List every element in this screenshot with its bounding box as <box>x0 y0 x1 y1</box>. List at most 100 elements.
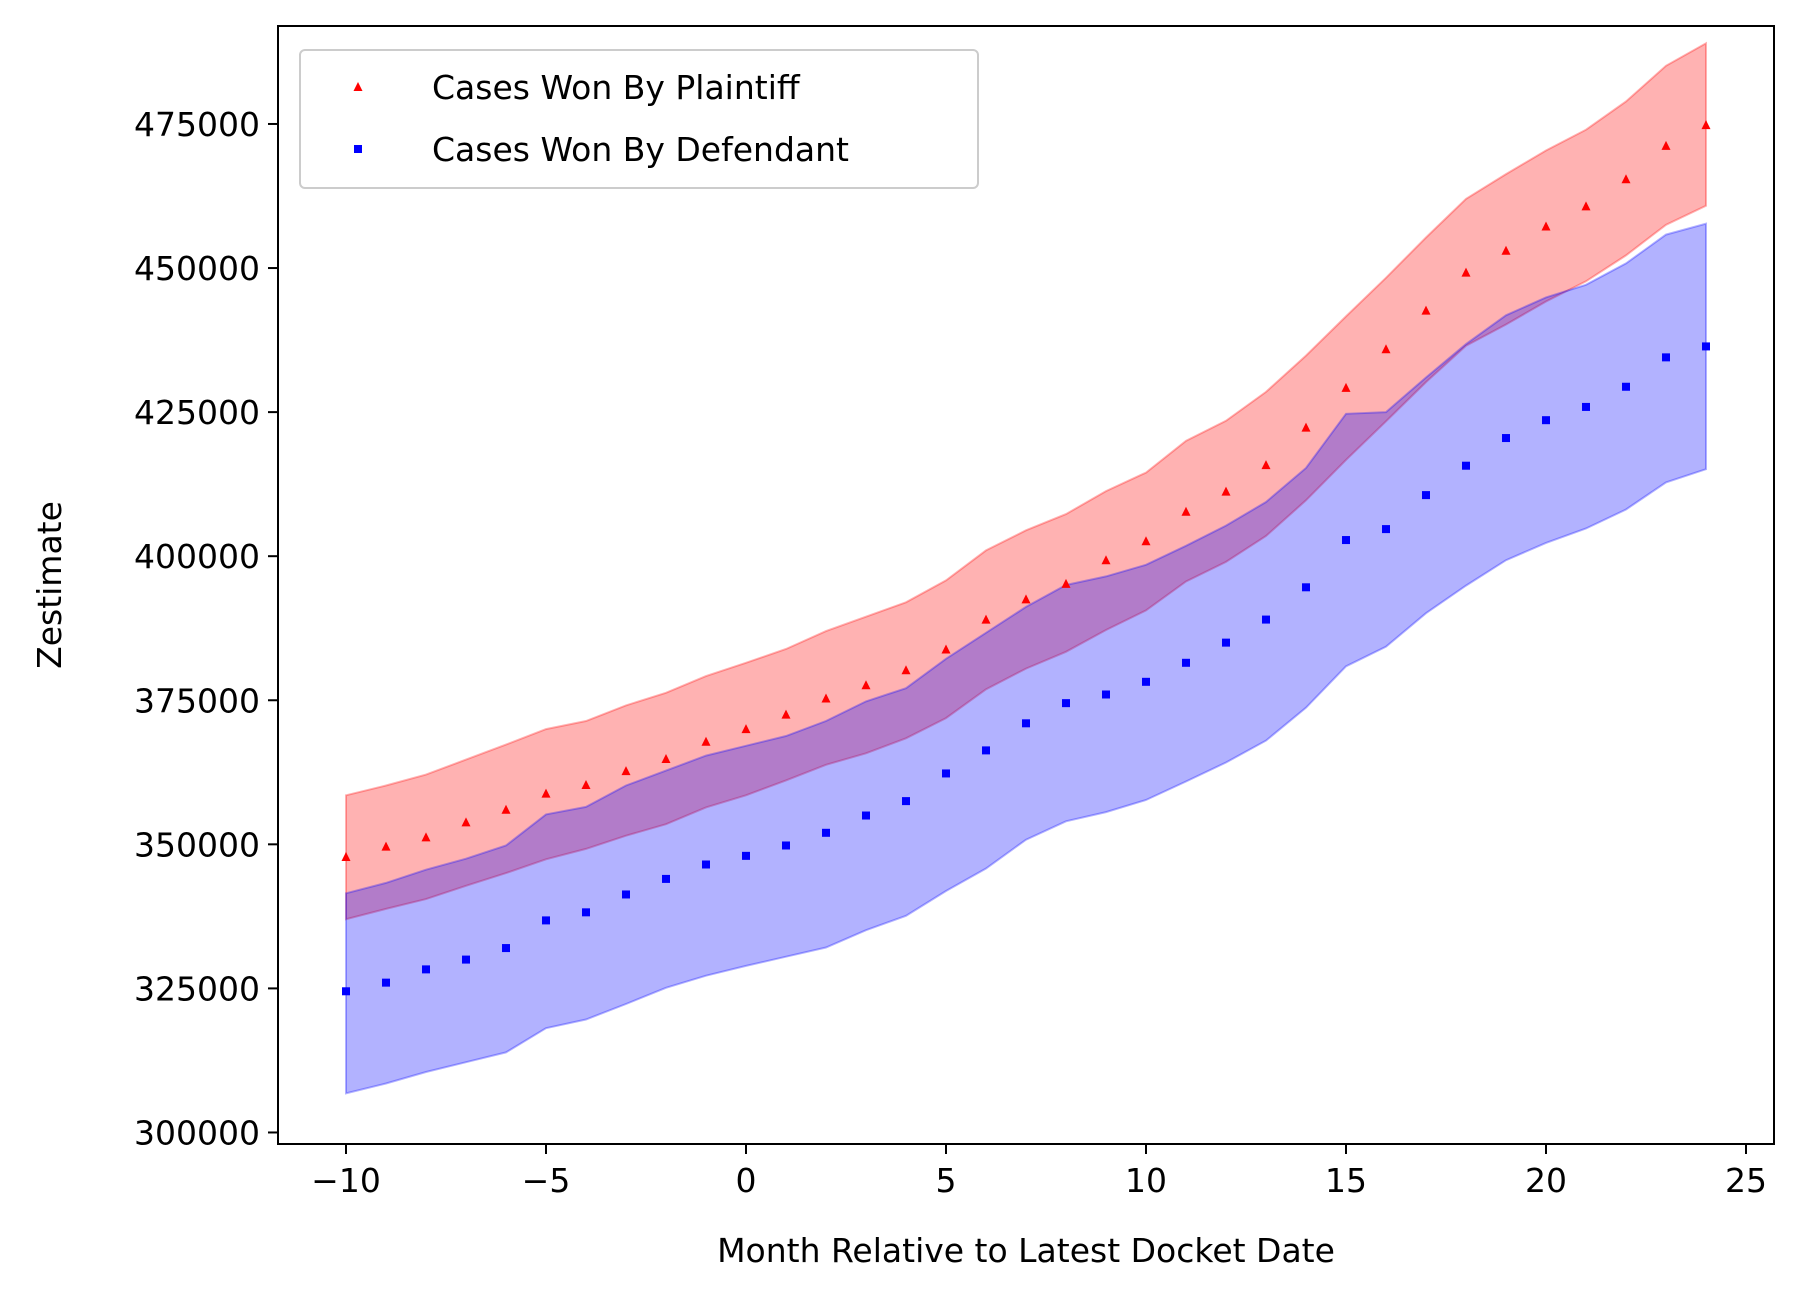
data-point-defendant <box>1262 615 1270 624</box>
data-point-plaintiff <box>1341 382 1351 392</box>
data-point-plaintiff <box>1581 201 1591 211</box>
data-point-defendant <box>1502 434 1510 443</box>
data-point-defendant <box>382 978 390 987</box>
data-point-plaintiff <box>1461 267 1471 277</box>
y-tick-label: 325000 <box>134 969 260 1008</box>
x-tick-label: 10 <box>1125 1161 1167 1200</box>
data-point-plaintiff <box>1381 344 1391 354</box>
data-point-plaintiff <box>941 644 951 654</box>
data-point-defendant <box>1302 583 1310 592</box>
data-point-defendant <box>582 908 590 917</box>
data-point-defendant <box>782 841 790 850</box>
data-point-defendant <box>1702 342 1710 351</box>
y-tick-label: 425000 <box>134 393 260 432</box>
data-point-plaintiff <box>821 693 831 703</box>
data-point-plaintiff <box>1301 422 1311 432</box>
x-tick-label: 20 <box>1525 1161 1567 1200</box>
data-points <box>341 120 1711 996</box>
data-point-plaintiff <box>381 841 391 851</box>
data-point-defendant <box>662 874 670 883</box>
data-point-plaintiff <box>581 779 591 789</box>
data-point-plaintiff <box>741 724 751 734</box>
data-point-defendant <box>1422 491 1430 500</box>
data-point-defendant <box>742 851 750 860</box>
data-point-defendant <box>462 955 470 964</box>
data-point-plaintiff <box>1181 506 1191 516</box>
data-point-plaintiff <box>1621 174 1631 184</box>
data-point-plaintiff <box>901 665 911 675</box>
data-point-plaintiff <box>661 754 671 764</box>
legend-label-plaintiff: Cases Won By Plaintiff <box>432 68 801 107</box>
confidence-band-defendant <box>345 222 1707 1095</box>
x-tick-label: −5 <box>522 1161 571 1200</box>
data-point-defendant <box>862 811 870 820</box>
data-point-plaintiff <box>1101 555 1111 565</box>
data-point-defendant <box>422 965 430 974</box>
data-point-defendant <box>1102 690 1110 699</box>
data-point-defendant <box>1022 719 1030 728</box>
x-tick-label: 0 <box>736 1161 757 1200</box>
legend: Cases Won By Plaintiff Cases Won By Defen… <box>299 49 979 189</box>
data-point-plaintiff <box>541 788 551 798</box>
data-point-plaintiff <box>1021 594 1031 604</box>
data-point-defendant <box>1382 525 1390 534</box>
data-point-plaintiff <box>341 852 351 862</box>
x-tick-label: 15 <box>1325 1161 1367 1200</box>
confidence-band-plaintiff <box>345 41 1707 921</box>
data-point-defendant <box>1222 638 1230 647</box>
data-point-plaintiff <box>1261 460 1271 470</box>
legend-marker-plaintiff <box>353 82 363 91</box>
data-point-defendant <box>1622 382 1630 391</box>
y-tick-label: 375000 <box>134 681 260 720</box>
data-point-plaintiff <box>1221 486 1231 496</box>
data-point-plaintiff <box>421 832 431 842</box>
data-point-defendant <box>1142 677 1150 686</box>
data-point-plaintiff <box>1141 536 1151 546</box>
data-point-plaintiff <box>1501 245 1511 255</box>
data-point-plaintiff <box>501 804 511 814</box>
data-point-defendant <box>542 916 550 925</box>
legend-label-defendant: Cases Won By Defendant <box>432 130 849 169</box>
data-point-defendant <box>982 746 990 755</box>
data-point-defendant <box>702 860 710 869</box>
data-point-defendant <box>822 828 830 837</box>
data-point-plaintiff <box>461 817 471 827</box>
data-point-defendant <box>1062 699 1070 708</box>
x-tick-label: 5 <box>936 1161 957 1200</box>
y-tick-label: 450000 <box>134 249 260 288</box>
data-point-plaintiff <box>1661 140 1671 150</box>
legend-marker-defendant <box>354 145 362 153</box>
y-tick-label: 475000 <box>134 105 260 144</box>
data-point-defendant <box>1542 416 1550 425</box>
x-axis-label: Month Relative to Latest Docket Date <box>717 1231 1335 1270</box>
data-point-plaintiff <box>621 766 631 776</box>
data-point-plaintiff <box>981 614 991 624</box>
data-point-plaintiff <box>861 680 871 690</box>
legend-box <box>299 49 979 189</box>
data-point-plaintiff <box>1421 305 1431 315</box>
data-point-plaintiff <box>1541 221 1551 231</box>
y-axis: 300000 325000 350000 375000 400000 425000 4500… <box>134 105 278 1152</box>
data-point-defendant <box>1462 461 1470 470</box>
data-point-defendant <box>1182 658 1190 667</box>
data-point-plaintiff <box>1701 120 1711 130</box>
y-axis-label: Zestimate <box>30 501 69 669</box>
data-point-defendant <box>1662 353 1670 362</box>
plot-frame <box>277 25 1775 1145</box>
data-point-plaintiff <box>781 709 791 719</box>
data-point-plaintiff <box>1061 578 1071 588</box>
confidence-bands <box>345 41 1707 1095</box>
y-tick-label: 400000 <box>134 537 260 576</box>
x-tick-label: 25 <box>1725 1161 1767 1200</box>
data-point-defendant <box>902 797 910 806</box>
data-point-defendant <box>1582 402 1590 411</box>
y-tick-label: 350000 <box>134 825 260 864</box>
y-tick-label: 300000 <box>134 1113 260 1152</box>
data-point-defendant <box>502 944 510 953</box>
x-tick-label: −10 <box>311 1161 381 1200</box>
data-point-defendant <box>1342 536 1350 545</box>
data-point-plaintiff <box>701 736 711 746</box>
